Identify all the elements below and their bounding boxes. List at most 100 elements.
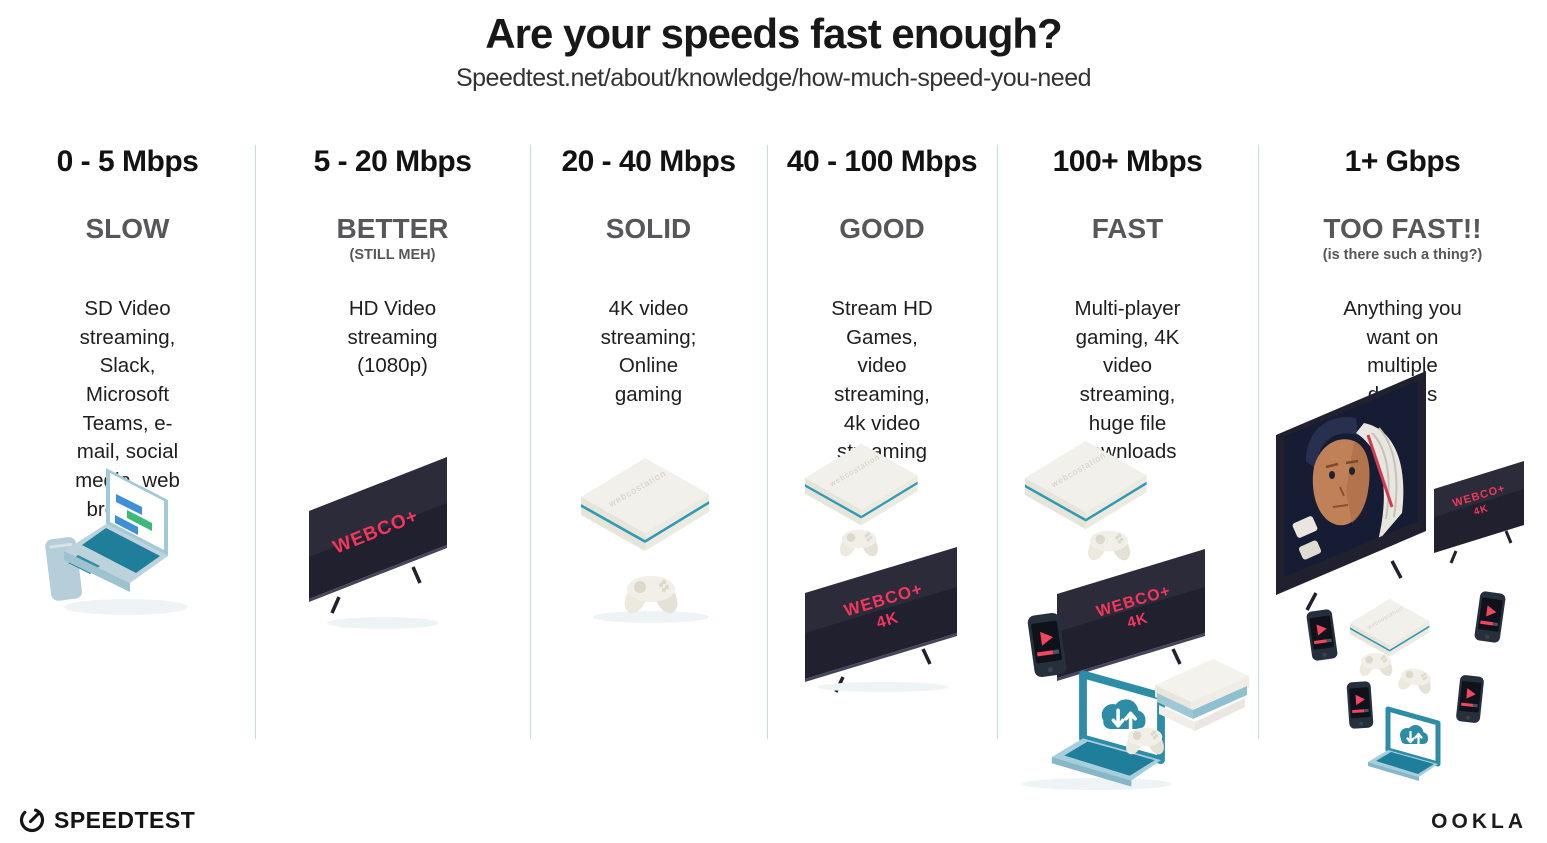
tier-label: SLOW bbox=[85, 213, 170, 244]
tier-label: SOLID bbox=[605, 213, 692, 244]
tv-4k: WEBCO+ 4K bbox=[805, 547, 957, 693]
illustration-hd-tv: WEBCO+ bbox=[295, 445, 485, 640]
speedtest-wordmark: SPEEDTEST bbox=[54, 806, 196, 833]
tier-note: (STILL MEH) bbox=[349, 247, 436, 263]
tv-4k: WEBCO+ 4K bbox=[1057, 549, 1205, 693]
speed-range: 1+ Gbps bbox=[1344, 145, 1461, 178]
tv-leg bbox=[1390, 560, 1403, 579]
laptop-keyboard bbox=[82, 528, 160, 573]
speed-range: 100+ Mbps bbox=[1052, 145, 1203, 178]
tv-screen bbox=[805, 547, 957, 679]
tv: WEBCO+ bbox=[309, 457, 447, 614]
illustration-multi-device: webcostation WEBCO+ 4K bbox=[1005, 433, 1251, 796]
page-title: Are your speeds fast enough? bbox=[485, 10, 1062, 57]
up-arrow-icon bbox=[1124, 711, 1138, 731]
game-controller bbox=[624, 576, 678, 614]
tier-description: Stream HD Games, video streaming, 4k vid… bbox=[831, 297, 933, 464]
everything-illustration: WEBCO+ 4K webcostation bbox=[1276, 371, 1524, 781]
shadow bbox=[64, 599, 188, 615]
tier-description: HD Video streaming (1080p) bbox=[347, 297, 438, 378]
smartphone-video bbox=[1305, 608, 1339, 662]
game-console: webcostation bbox=[1025, 440, 1147, 530]
down-arrow-icon bbox=[1111, 708, 1125, 728]
game-console: webcostation bbox=[805, 443, 918, 526]
column-divider bbox=[767, 145, 768, 739]
console-tv-illustration: webcostation WEBCO+ 4K bbox=[805, 443, 957, 693]
game-controller bbox=[1394, 665, 1437, 698]
speed-column-1-plus-gbps: 1+ Gbps TOO FAST!! (is there such a thin… bbox=[1258, 145, 1547, 805]
smartphone-video bbox=[1455, 674, 1485, 724]
tier-label: GOOD bbox=[839, 213, 925, 244]
illustration-game-console: webcostation bbox=[556, 447, 746, 637]
shadow bbox=[817, 682, 949, 692]
game-console: webcostation bbox=[1350, 598, 1430, 657]
shadow bbox=[327, 617, 439, 629]
multi-device-illustration: webcostation WEBCO+ 4K bbox=[1022, 440, 1249, 790]
speed-column-20-40-mbps: 20 - 40 Mbps SOLID 4K video streaming; O… bbox=[530, 145, 767, 805]
speed-range: 5 - 20 Mbps bbox=[313, 145, 472, 178]
tv-leg bbox=[1305, 592, 1318, 611]
speed-range: 0 - 5 Mbps bbox=[56, 145, 199, 178]
game-controller bbox=[840, 529, 878, 557]
tv-screen bbox=[309, 457, 447, 599]
tv-leg bbox=[1171, 648, 1182, 665]
laptop-keyboard bbox=[1064, 741, 1155, 776]
ookla-logo: OOKLA bbox=[1431, 810, 1527, 833]
speed-column-40-100-mbps: 40 - 100 Mbps GOOD Stream HD Games, vide… bbox=[767, 145, 997, 805]
speed-range: 20 - 40 Mbps bbox=[561, 145, 736, 178]
movie-tv bbox=[1276, 371, 1426, 611]
game-console-2 bbox=[1155, 659, 1249, 731]
red-visor-stripe bbox=[1366, 434, 1394, 508]
shadow bbox=[593, 611, 709, 623]
tv-4k-small: WEBCO+ 4K bbox=[1434, 461, 1524, 564]
speed-range: 40 - 100 Mbps bbox=[786, 145, 978, 178]
tier-note: (is there such a thing?) bbox=[1322, 247, 1483, 263]
game-console: webcostation bbox=[581, 458, 709, 551]
smartphone-video bbox=[1473, 590, 1507, 644]
column-divider bbox=[530, 145, 531, 739]
speed-column-0-5-mbps: 0 - 5 Mbps SLOW SD Video streaming, Slac… bbox=[0, 145, 255, 805]
illustration-laptop-phone bbox=[18, 443, 238, 633]
laptop-keyboard bbox=[1376, 752, 1434, 774]
tier-label: BETTER bbox=[336, 213, 449, 244]
smartphone-video bbox=[1346, 680, 1374, 730]
speedtest-logo: SPEEDTEST bbox=[18, 806, 195, 834]
tv-4k-label: 4K bbox=[875, 609, 901, 632]
tier-description: 4K video streaming; Online gaming bbox=[600, 297, 697, 407]
laptop bbox=[64, 468, 168, 592]
speed-column-100-plus-mbps: 100+ Mbps FAST Multi-player gaming, 4K v… bbox=[997, 145, 1258, 805]
column-divider bbox=[997, 145, 998, 739]
page-subtitle-url: Speedtest.net/about/knowledge/how-much-s… bbox=[455, 64, 1092, 92]
play-icon bbox=[1040, 631, 1053, 646]
illustration-console-and-4k-tv: webcostation WEBCO+ 4K bbox=[775, 441, 989, 698]
game-controller bbox=[1356, 652, 1396, 679]
tv-screen bbox=[1434, 461, 1524, 553]
game-controller bbox=[1087, 530, 1131, 561]
tv-leg bbox=[921, 648, 932, 665]
up-arrow-icon bbox=[1414, 732, 1423, 746]
illustration-everything: WEBCO+ 4K webcostation bbox=[1270, 365, 1534, 786]
down-arrow-icon bbox=[1406, 730, 1415, 744]
chat-bubbles-icon bbox=[115, 494, 152, 535]
shadow bbox=[1022, 778, 1172, 790]
smartphone-video bbox=[1027, 612, 1067, 678]
tier-label: FAST bbox=[1091, 213, 1164, 244]
tier-label: TOO FAST!! bbox=[1323, 213, 1482, 244]
game-controller-2 bbox=[1126, 727, 1164, 755]
tv-leg bbox=[411, 566, 422, 584]
tv-4k-label: 4K bbox=[1125, 610, 1150, 632]
tv-screen bbox=[1057, 549, 1205, 678]
tv-4k-label: 4K bbox=[1473, 503, 1490, 518]
column-divider bbox=[255, 145, 256, 739]
tv-leg bbox=[1504, 530, 1513, 544]
speedtest-gauge-icon bbox=[19, 807, 45, 833]
tv-leg bbox=[330, 596, 341, 614]
speed-column-5-20-mbps: 5 - 20 Mbps BETTER (STILL MEH) HD Video … bbox=[255, 145, 530, 805]
tv-leg bbox=[1449, 550, 1458, 564]
column-divider bbox=[1258, 145, 1259, 739]
tv-illustration: WEBCO+ bbox=[309, 457, 447, 629]
laptop-cloud-download bbox=[1368, 706, 1441, 781]
console-illustration: webcostation bbox=[581, 458, 709, 623]
laptop-phone-illustration bbox=[45, 468, 188, 615]
